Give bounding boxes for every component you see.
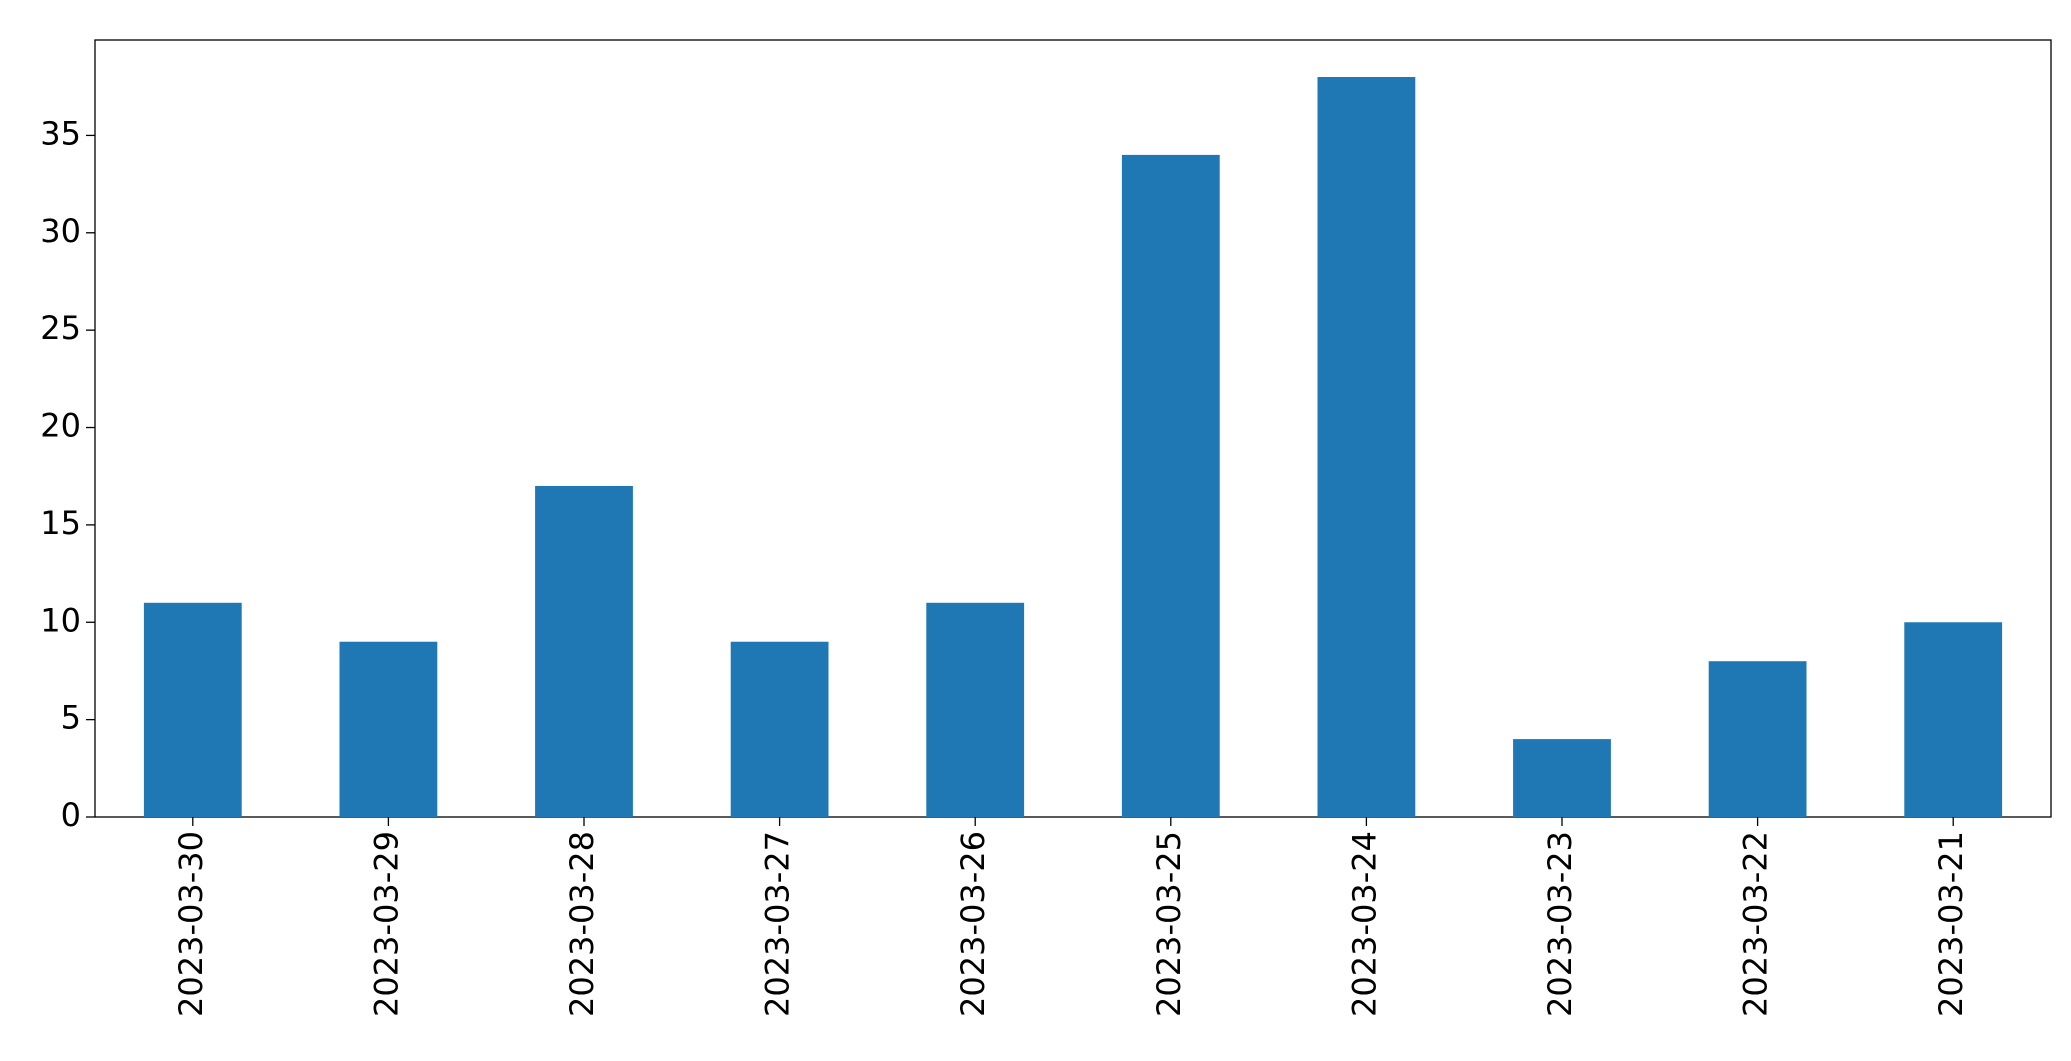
y-tick-label: 25 (40, 309, 81, 347)
y-tick-label: 30 (40, 212, 81, 250)
y-tick-label: 10 (40, 601, 81, 639)
x-tick-label: 2023-03-30 (172, 831, 210, 1017)
x-tick-label: 2023-03-25 (1150, 831, 1188, 1017)
x-tick-label: 2023-03-21 (1932, 831, 1970, 1017)
bar (730, 641, 829, 817)
bar (1121, 154, 1220, 818)
plot-frame (94, 39, 2052, 818)
x-tick-label: 2023-03-29 (367, 831, 405, 1017)
x-tick-label: 2023-03-24 (1345, 831, 1383, 1017)
bar (143, 602, 242, 817)
y-tick-label: 5 (61, 699, 81, 737)
bar (1904, 622, 2003, 817)
x-tick-label: 2023-03-28 (563, 831, 601, 1017)
x-tick-label: 2023-03-23 (1541, 831, 1579, 1017)
y-tick-label: 20 (40, 407, 81, 445)
bar (535, 485, 633, 817)
x-tick-label: 2023-03-26 (954, 831, 992, 1017)
y-tick-label: 35 (40, 114, 81, 152)
bar (339, 641, 438, 817)
bar (1708, 661, 1807, 817)
bar (1513, 739, 1611, 817)
y-tick-label: 15 (40, 504, 81, 542)
x-tick-label: 2023-03-22 (1737, 831, 1775, 1017)
bar (1317, 77, 1416, 817)
y-tick-label: 0 (61, 796, 81, 834)
bar (926, 602, 1025, 817)
x-tick-label: 2023-03-27 (759, 831, 797, 1017)
